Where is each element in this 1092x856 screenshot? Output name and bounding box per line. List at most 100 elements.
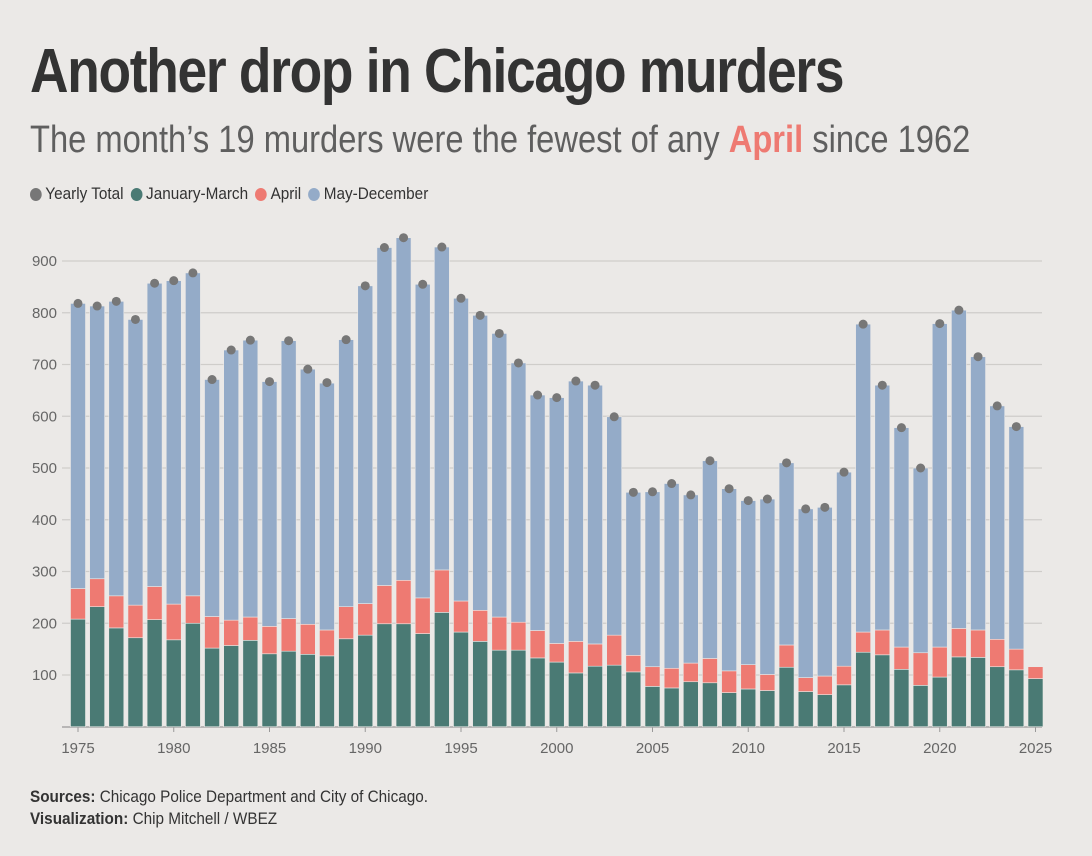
bar-april-2015: [836, 665, 852, 686]
bar-april-1985: [261, 626, 278, 655]
legend-swatch-yearly-total: [30, 187, 42, 201]
yearly-total-point-1984: [245, 335, 255, 345]
bar-january-march-1977: [108, 627, 125, 728]
bar-january-march-1997: [491, 649, 508, 728]
bar-april-2012: [778, 644, 795, 668]
subtitle-highlight: April: [728, 119, 804, 161]
yearly-total-point-2003: [609, 412, 619, 422]
y-tick-label-300: 300: [32, 564, 57, 581]
y-tick-label-600: 600: [32, 408, 57, 425]
bar-may-december-1978: [127, 319, 144, 606]
bar-april-2002: [587, 643, 603, 667]
bar-january-march-1998: [510, 649, 527, 728]
bar-may-december-1983: [223, 349, 239, 621]
legend-label-yearly-total: Yearly Total: [45, 184, 124, 203]
bar-january-march-2010: [740, 688, 757, 728]
yearly-total-point-1985: [265, 377, 274, 387]
yearly-total-point-1991: [379, 243, 389, 253]
yearly-total-point-2019: [916, 463, 926, 473]
bar-april-2000: [548, 643, 565, 663]
y-tick-label-500: 500: [32, 460, 57, 477]
x-tick-label-2015: 2015: [827, 740, 860, 757]
bar-april-1983: [223, 619, 239, 646]
bar-april-1975: [70, 588, 86, 620]
bar-april-1979: [146, 586, 163, 620]
bar-january-march-1990: [357, 634, 374, 728]
visualization-line: Visualization: Chip Mitchell / WBEZ: [30, 808, 428, 830]
bar-may-december-2006: [663, 483, 680, 669]
bar-may-december-2010: [740, 500, 757, 665]
yearly-total-point-1995: [456, 293, 466, 303]
legend-item-january-march: January-March: [130, 184, 248, 204]
bar-january-march-2019: [912, 685, 929, 728]
bar-may-december-2024: [1008, 426, 1025, 650]
bar-april-1990: [357, 603, 374, 636]
y-tick-label-200: 200: [32, 615, 57, 632]
chart-title: Another drop in Chicago murders: [30, 37, 844, 106]
bar-may-december-2012: [778, 462, 795, 646]
bar-may-december-1976: [89, 305, 105, 580]
bar-april-2009: [721, 670, 737, 693]
bar-may-december-1985: [261, 381, 278, 627]
bar-january-march-2011: [759, 690, 776, 728]
bar-may-december-2013: [797, 508, 814, 678]
y-tick-label-800: 800: [32, 305, 57, 322]
bar-april-1986: [280, 618, 297, 652]
bar-january-march-1994: [434, 612, 450, 728]
bar-may-december-2011: [759, 498, 776, 675]
bar-april-1982: [204, 616, 220, 649]
bar-april-2020: [931, 646, 948, 678]
yearly-total-point-1979: [150, 278, 160, 288]
bar-january-march-1995: [453, 631, 469, 728]
yearly-total-point-1982: [207, 375, 217, 385]
sources-label: Sources:: [30, 787, 96, 806]
bar-april-2001: [568, 641, 584, 674]
yearly-total-point-1978: [130, 314, 140, 324]
bar-april-1977: [108, 595, 125, 629]
yearly-total-point-2010: [743, 496, 753, 506]
bar-april-1984: [242, 616, 259, 641]
legend-swatch-january-march: [130, 187, 143, 201]
bar-january-march-1975: [70, 618, 86, 728]
subtitle-text-start: The month’s 19 murders were the fewest o…: [30, 119, 729, 161]
bar-january-march-1988: [319, 655, 335, 728]
bar-april-1978: [127, 604, 144, 639]
bar-may-december-2014: [817, 507, 833, 677]
yearly-total-point-1976: [92, 301, 102, 311]
legend-item-may-december: May-December: [308, 184, 428, 204]
yearly-total-point-2012: [782, 458, 792, 468]
bar-april-1976: [89, 578, 105, 607]
bar-may-december-2001: [568, 380, 584, 642]
visualization-text: Chip Mitchell / WBEZ: [128, 809, 278, 828]
bar-january-march-1982: [204, 647, 220, 728]
legend-swatch-may-december: [308, 187, 321, 201]
legend-item-april: April: [255, 184, 301, 204]
bar-january-march-2017: [874, 654, 891, 728]
yearly-total-point-2011: [762, 494, 772, 504]
bar-may-december-2005: [644, 491, 661, 668]
yearly-total-point-2006: [667, 479, 677, 489]
bar-may-december-1998: [510, 362, 527, 623]
yearly-total-point-2023: [992, 401, 1002, 411]
bar-january-march-1983: [223, 645, 239, 728]
bar-may-december-2009: [721, 488, 737, 672]
bar-may-december-1988: [319, 382, 335, 631]
bar-may-december-1981: [185, 272, 201, 597]
yearly-total-point-1977: [111, 296, 121, 306]
visualization-label: Visualization:: [30, 809, 129, 828]
bar-january-march-1996: [472, 641, 488, 728]
bar-may-december-1980: [165, 280, 182, 605]
x-tick-label-2010: 2010: [732, 740, 765, 757]
bar-january-march-2023: [989, 666, 1006, 728]
y-tick-label-900: 900: [32, 253, 57, 270]
bar-january-march-2020: [931, 676, 948, 728]
legend-label-may-december: May-December: [323, 184, 429, 203]
bar-may-december-1991: [376, 247, 393, 586]
legend-item-yearly-total: Yearly Total: [30, 184, 124, 204]
bar-may-december-2004: [625, 492, 642, 656]
bar-january-march-2024: [1008, 669, 1025, 728]
bar-may-december-2018: [893, 427, 910, 648]
y-tick-label-100: 100: [32, 667, 57, 684]
bar-may-december-2008: [702, 460, 718, 659]
bar-april-1988: [319, 629, 335, 657]
